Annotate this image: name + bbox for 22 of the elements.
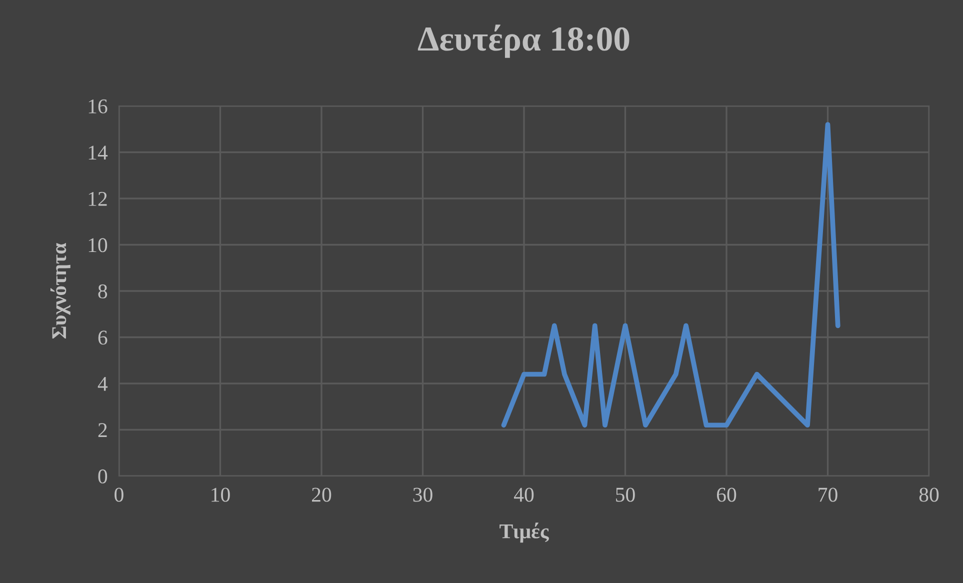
y-tick-label: 2 — [98, 423, 107, 437]
y-tick-label: 8 — [98, 284, 108, 298]
x-axis-title: Τιμές — [500, 522, 549, 543]
x-tick-label: 20 — [312, 488, 332, 502]
x-tick-label: 10 — [212, 488, 230, 502]
y-tick-label: 14 — [88, 146, 108, 160]
chart-title: Δευτέρα 18:00 — [418, 24, 630, 58]
x-tick-label: 30 — [413, 488, 432, 502]
x-tick-label: 70 — [818, 488, 838, 502]
y-tick-label: 0 — [98, 469, 108, 484]
x-tick-label: 80 — [919, 488, 939, 502]
y-tick-label: 16 — [88, 99, 108, 114]
x-tick-label: 40 — [514, 488, 534, 502]
y-tick-label: 6 — [98, 330, 108, 345]
x-tick-label: 0 — [114, 488, 124, 502]
line-series — [501, 122, 840, 428]
x-tick-label: 50 — [616, 488, 635, 502]
y-tick-label: 10 — [88, 238, 108, 252]
x-tick-label: 60 — [716, 488, 736, 502]
y-axis-title: Συχνότητα — [50, 242, 70, 339]
y-tick-label: 12 — [88, 192, 107, 206]
y-tick-label: 4 — [98, 377, 108, 391]
